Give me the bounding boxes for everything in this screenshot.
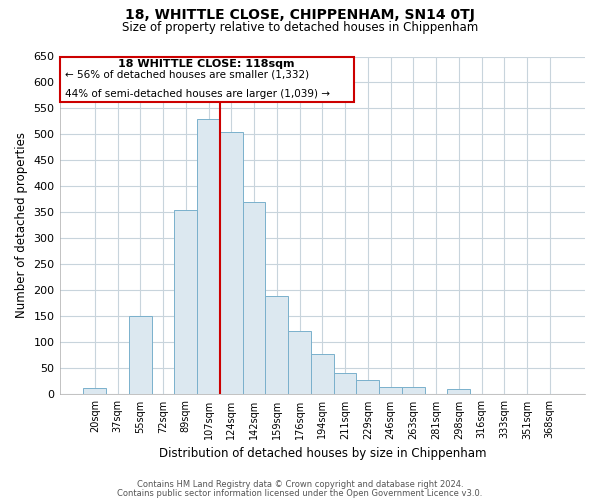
- Bar: [448, 389, 470, 394]
- FancyBboxPatch shape: [59, 56, 354, 102]
- Bar: [288, 331, 311, 394]
- Text: Contains public sector information licensed under the Open Government Licence v3: Contains public sector information licen…: [118, 489, 482, 498]
- Y-axis label: Number of detached properties: Number of detached properties: [15, 132, 28, 318]
- Bar: [402, 387, 425, 394]
- Text: 18 WHITTLE CLOSE: 118sqm: 18 WHITTLE CLOSE: 118sqm: [118, 59, 295, 69]
- Bar: [356, 380, 379, 394]
- Bar: [334, 372, 356, 394]
- Bar: [242, 202, 265, 394]
- Text: 44% of semi-detached houses are larger (1,039) →: 44% of semi-detached houses are larger (…: [65, 89, 330, 99]
- Bar: [175, 210, 197, 394]
- Text: 18, WHITTLE CLOSE, CHIPPENHAM, SN14 0TJ: 18, WHITTLE CLOSE, CHIPPENHAM, SN14 0TJ: [125, 8, 475, 22]
- Bar: [197, 119, 220, 394]
- Bar: [265, 296, 288, 394]
- X-axis label: Distribution of detached houses by size in Chippenham: Distribution of detached houses by size …: [158, 447, 486, 460]
- Bar: [220, 132, 242, 394]
- Text: Contains HM Land Registry data © Crown copyright and database right 2024.: Contains HM Land Registry data © Crown c…: [137, 480, 463, 489]
- Bar: [379, 386, 402, 394]
- Bar: [83, 388, 106, 394]
- Bar: [129, 316, 152, 394]
- Bar: [311, 354, 334, 395]
- Text: Size of property relative to detached houses in Chippenham: Size of property relative to detached ho…: [122, 21, 478, 34]
- Text: ← 56% of detached houses are smaller (1,332): ← 56% of detached houses are smaller (1,…: [65, 70, 309, 80]
